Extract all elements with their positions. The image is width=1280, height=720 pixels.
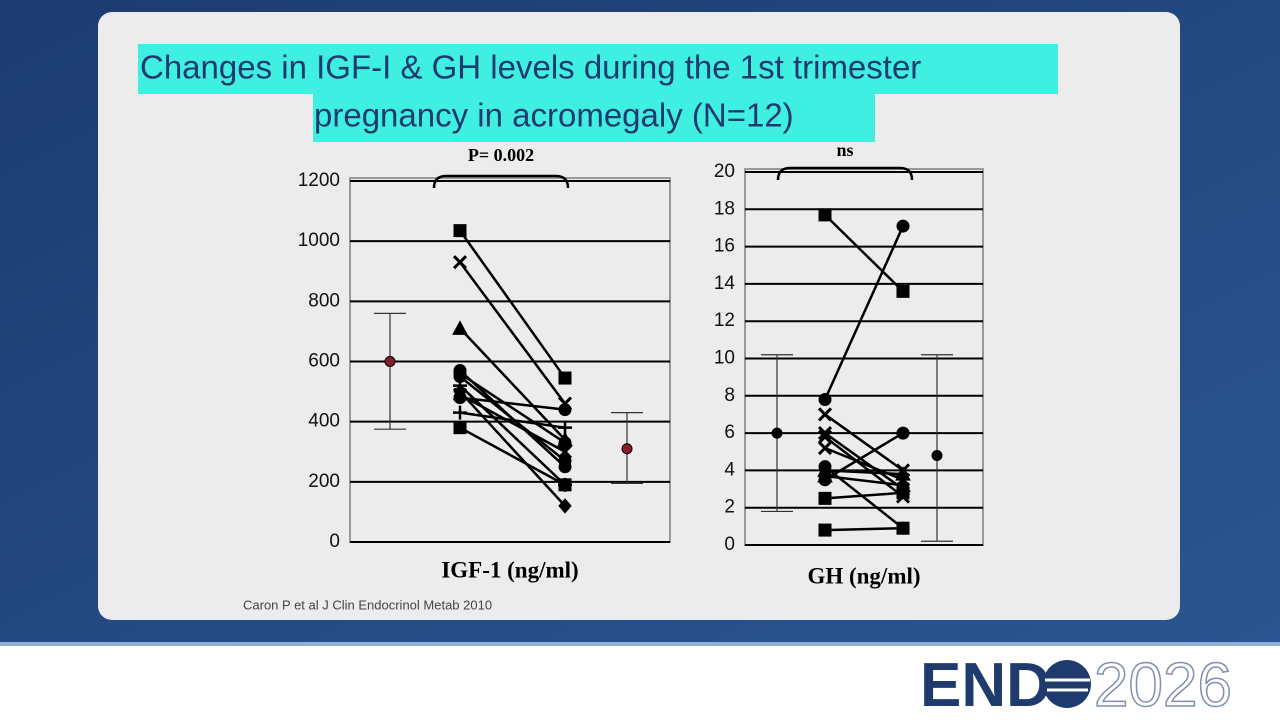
marker xyxy=(558,436,572,450)
pair-line xyxy=(459,393,566,453)
marker xyxy=(453,405,467,420)
marker xyxy=(896,426,910,440)
y-tick-label: 20 xyxy=(714,161,735,182)
marker xyxy=(896,219,910,233)
marker xyxy=(817,407,833,422)
marker xyxy=(453,224,467,238)
marker xyxy=(818,460,832,474)
slide-title: Changes in IGF-I & GH levels during the … xyxy=(140,49,921,86)
pair-line xyxy=(823,225,905,401)
marker xyxy=(452,255,468,270)
mean-dot xyxy=(931,449,943,461)
pair-line xyxy=(459,384,566,486)
y-tick-label: 2 xyxy=(724,497,735,518)
y-tick-label: 4 xyxy=(724,459,735,480)
y-tick-label: 16 xyxy=(714,236,735,257)
marker xyxy=(817,440,833,456)
bracket xyxy=(776,166,914,181)
marker xyxy=(818,393,832,407)
marker xyxy=(558,371,572,385)
marker xyxy=(558,498,572,514)
y-tick-label: 200 xyxy=(308,471,340,492)
pair-line xyxy=(459,426,566,486)
marker xyxy=(558,478,572,492)
mean-dot xyxy=(621,443,633,455)
marker xyxy=(558,403,572,417)
x-axis-label: GH (ng/ml) xyxy=(807,563,920,588)
pair-line xyxy=(459,411,566,429)
pair-line xyxy=(824,214,904,293)
marker xyxy=(818,523,832,537)
pair-line xyxy=(824,465,904,530)
pair-line xyxy=(459,375,566,462)
marker xyxy=(896,521,910,535)
marker xyxy=(896,486,910,500)
content-panel xyxy=(98,12,1180,620)
y-tick-label: 1000 xyxy=(298,230,340,251)
marker xyxy=(558,420,572,435)
bracket xyxy=(432,174,570,189)
logo-text: END xyxy=(920,651,1051,720)
pair-line xyxy=(824,432,904,481)
y-tick-label: 1200 xyxy=(298,170,340,191)
marker xyxy=(896,284,910,298)
marker xyxy=(817,429,833,444)
y-tick-label: 10 xyxy=(714,348,735,369)
pair-line xyxy=(458,229,567,379)
y-tick-label: 12 xyxy=(714,310,735,331)
pair-line xyxy=(824,435,904,498)
pair-line xyxy=(459,372,566,444)
title-highlight xyxy=(138,44,1058,94)
marker xyxy=(817,426,833,441)
mean-dot xyxy=(771,427,783,439)
logo-globe xyxy=(1043,660,1091,708)
marker xyxy=(453,367,467,381)
pair-line xyxy=(459,327,566,441)
pair-line xyxy=(824,432,904,491)
marker xyxy=(557,444,573,459)
marker xyxy=(558,454,572,468)
y-tick-label: 0 xyxy=(329,531,340,552)
footer-rule xyxy=(0,642,1280,646)
marker xyxy=(452,387,468,402)
pair-line xyxy=(459,396,566,411)
marker xyxy=(818,473,832,487)
marker xyxy=(818,208,832,222)
marker xyxy=(453,421,467,435)
pair-line xyxy=(824,491,904,500)
y-tick-label: 600 xyxy=(308,351,340,372)
pair-line xyxy=(459,390,566,507)
citation: Caron P et al J Clin Endocrinol Metab 20… xyxy=(243,597,492,612)
marker xyxy=(453,391,467,405)
y-tick-label: 8 xyxy=(724,385,735,406)
title-highlight xyxy=(313,94,875,142)
pair-line xyxy=(824,526,904,532)
x-axis-label: IGF-1 (ng/ml) xyxy=(441,557,578,582)
logo-globe-lines xyxy=(1045,678,1090,692)
annotation: ns xyxy=(836,140,853,160)
marker xyxy=(452,320,468,335)
annotation: P= 0.002 xyxy=(468,145,534,165)
mean-dot xyxy=(384,356,396,367)
y-tick-label: 18 xyxy=(714,198,735,219)
y-tick-label: 800 xyxy=(308,290,340,311)
y-tick-label: 400 xyxy=(308,411,340,432)
pair-line xyxy=(458,261,567,405)
logo-text: 2026 xyxy=(1094,651,1232,720)
pair-line xyxy=(824,413,904,472)
marker xyxy=(818,491,832,505)
y-tick-label: 0 xyxy=(724,534,735,555)
y-tick-label: 6 xyxy=(724,422,735,443)
slide-title: pregnancy in acromegaly (N=12) xyxy=(314,97,794,134)
y-tick-label: 14 xyxy=(714,273,736,294)
